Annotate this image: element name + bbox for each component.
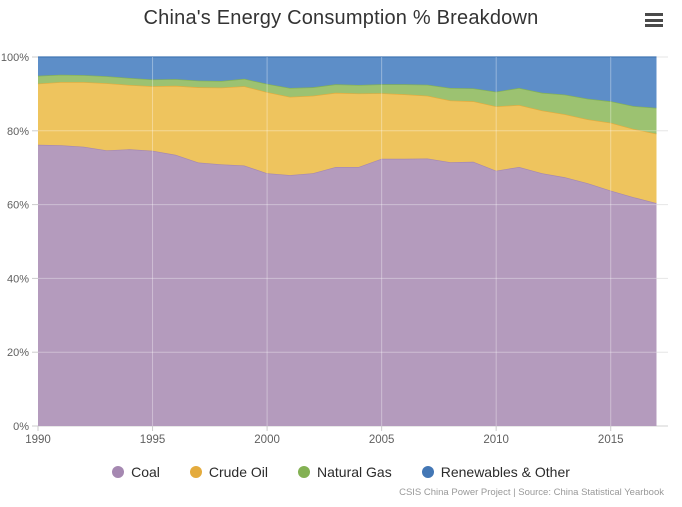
axis-labels-group: 0% 20% 40% 60% 80% 100% 1990 1995 2000 2005 2010 20… [1, 52, 624, 446]
menu-bar [645, 24, 663, 27]
area-crude-oil [38, 82, 657, 204]
x-axis-label: 2005 [369, 434, 395, 446]
x-axis-label: 1995 [140, 434, 166, 446]
legend-marker-natural-gas [298, 466, 311, 478]
y-axis-label: 40% [7, 273, 29, 285]
legend-label: Crude Oil [208, 464, 269, 480]
x-axis-label: 2000 [254, 434, 280, 446]
gridline-overlay [38, 57, 657, 426]
menu-bar [645, 13, 663, 16]
x-axis-label: 2010 [483, 434, 509, 446]
area-natural-gas [38, 74, 657, 134]
legend-marker-coal [112, 466, 125, 478]
legend-marker-renewables-other [421, 466, 434, 478]
legend-label: Renewables & Other [440, 464, 570, 480]
legend-item-crude-oil[interactable]: Crude Oil [189, 464, 269, 480]
x-axis-label: 1990 [25, 434, 51, 446]
legend: Coal Crude Oil Natural Gas Renewables & Oth… [0, 464, 682, 480]
x-axis-label: 2015 [598, 434, 624, 446]
stacked-area-chart: 0% 20% 40% 60% 80% 100% 1990 1995 2000 2005 2010 20… [1, 52, 668, 446]
area-coal [38, 144, 657, 427]
legend-item-renewables-other[interactable]: Renewables & Other [421, 464, 570, 480]
menu-bar [645, 18, 663, 22]
legend-label: Coal [131, 464, 160, 480]
area-renewables-other [38, 57, 657, 108]
chart-title: China's Energy Consumption % Breakdown [143, 7, 539, 29]
hamburger-menu-icon[interactable] [645, 13, 663, 27]
legend-marker-crude-oil [189, 466, 202, 478]
legend-label: Natural Gas [317, 464, 392, 480]
chart-header: China's Energy Consumption % Breakdown [0, 0, 682, 42]
y-axis-label: 100% [1, 52, 29, 64]
legend-item-coal[interactable]: Coal [112, 464, 160, 480]
y-axis-label: 60% [7, 200, 29, 212]
y-axis-label: 0% [13, 421, 29, 433]
y-axis-label: 80% [7, 126, 29, 138]
legend-item-natural-gas[interactable]: Natural Gas [298, 464, 392, 480]
area-series-group [37, 56, 657, 427]
y-axis-label: 20% [7, 347, 29, 359]
credits-text: CSIS China Power Project | Source: China… [399, 487, 664, 498]
